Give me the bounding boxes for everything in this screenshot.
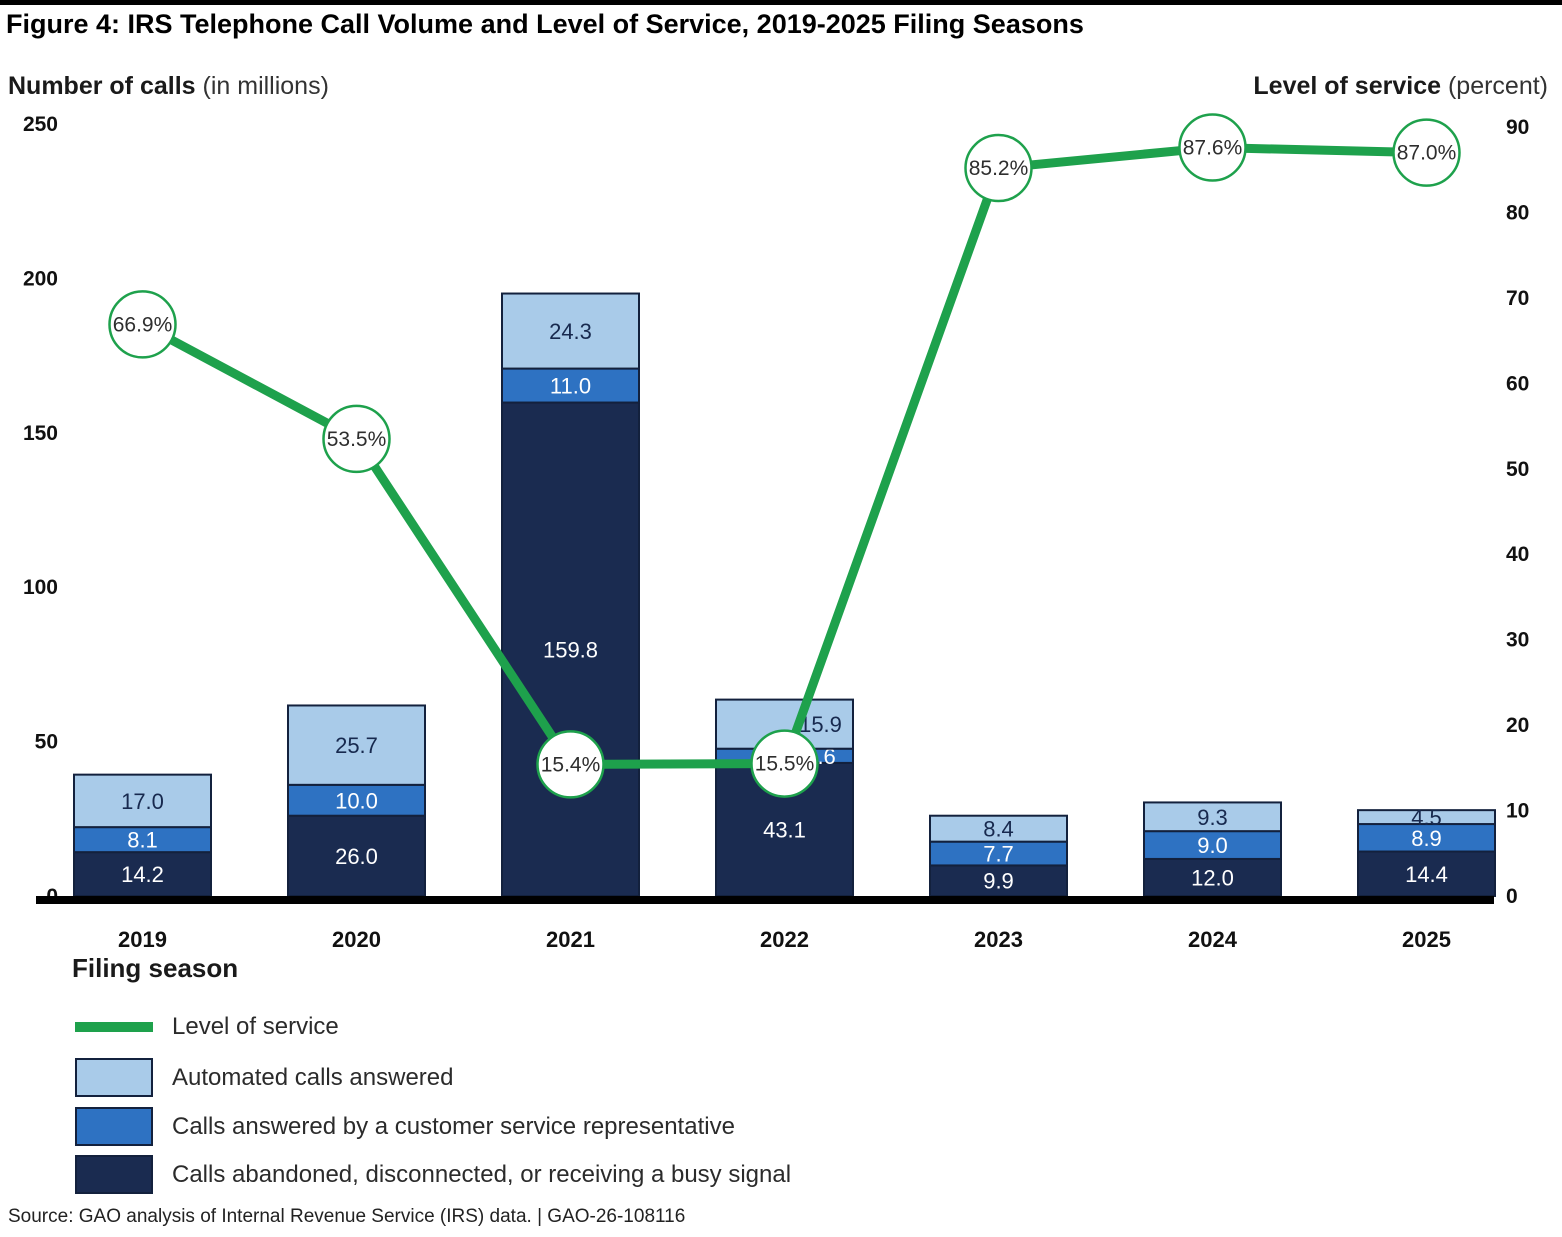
x-tick-2025: 2025 [1402,927,1451,952]
legend-label-level-of-service: Level of service [172,1013,339,1040]
bar-label-2025-abandoned: 14.4 [1405,862,1448,887]
right-axis-tick-40: 40 [1506,543,1529,566]
x-tick-2024: 2024 [1188,927,1238,952]
bar-label-2024-csr: 9.0 [1197,833,1228,858]
bar-segment-2019-abandoned [73,851,212,897]
legend-swatch-abandoned [75,1155,153,1194]
right-axis-tick-70: 70 [1506,287,1529,310]
los-marker-2021 [536,730,605,799]
left-axis-title-units: (in millions) [195,72,329,100]
bar-label-2021-automated: 24.3 [549,319,592,344]
los-label-2022: 15.5% [755,753,815,776]
legend-label-automated: Automated calls answered [172,1063,454,1091]
bar-segment-2019-csr [73,826,212,854]
bar-segment-2021-csr [501,367,640,404]
left-axis-title-bold: Number of calls [8,72,196,100]
figure-title: Figure 4: IRS Telephone Call Volume and … [6,9,1084,39]
bar-label-2019-abandoned: 14.2 [121,862,164,887]
legend-swatch-csr [75,1107,153,1146]
bar-label-2019-automated: 17.0 [121,789,164,814]
x-axis-line [36,896,1494,904]
bar-segment-2023-abandoned [929,864,1068,897]
bar-label-2022-abandoned: 43.1 [763,817,806,842]
left-axis-tick-150: 150 [23,422,58,445]
bar-segment-2023-automated [929,814,1068,843]
bar-segment-2024-automated [1143,801,1282,833]
bar-segment-2020-automated [287,704,426,786]
top-rule [0,0,1562,5]
bar-label-2023-abandoned: 9.9 [983,869,1014,894]
left-axis-tick-50: 50 [35,731,58,754]
right-axis-title-bold: Level of service [1253,72,1442,100]
bar-segment-2019-automated [73,773,212,829]
left-axis-tick-100: 100 [23,576,58,599]
bar-segment-2021-abandoned [501,401,640,897]
bar-segment-2020-csr [287,783,426,817]
los-label-2025: 87.0% [1397,142,1457,165]
bar-segment-2025-automated [1357,809,1496,826]
los-label-2021: 15.4% [541,753,601,776]
legend-item-abandoned: Calls abandoned, disconnected, or receiv… [75,1155,791,1194]
bar-segment-2020-abandoned [287,814,426,897]
right-axis-title-units: (percent) [1441,72,1548,100]
right-axis-tick-50: 50 [1506,458,1529,481]
right-axis-tick-20: 20 [1506,714,1529,737]
source-note: Source: GAO analysis of Internal Revenue… [8,1206,686,1227]
right-axis-tick-30: 30 [1506,629,1529,652]
legend-item-csr: Calls answered by a customer service rep… [75,1107,735,1146]
bar-label-2023-automated: 8.4 [983,817,1014,842]
legend-item-level-of-service: Level of service [75,1013,339,1040]
bar-segment-2024-abandoned [1143,857,1282,897]
los-label-2020: 53.5% [327,428,387,451]
bar-label-2021-abandoned: 159.8 [543,637,598,662]
x-tick-2020: 2020 [332,927,381,952]
los-marker-2024 [1178,113,1247,182]
bar-label-2025-automated: 4.5 [1411,805,1442,830]
bar-label-2021-csr: 11.0 [550,374,591,399]
right-axis-title: Level of service (percent) [1253,72,1548,101]
legend-swatch-automated [75,1058,153,1097]
legend-label-csr: Calls answered by a customer service rep… [172,1112,735,1140]
bar-label-2020-abandoned: 26.0 [335,844,378,869]
left-axis-title: Number of calls (in millions) [8,72,329,101]
legend-item-automated: Automated calls answered [75,1058,453,1097]
bar-label-2023-csr: 7.7 [983,842,1014,867]
los-marker-2022 [750,729,819,798]
los-marker-2025 [1392,118,1461,187]
right-axis-tick-80: 80 [1506,201,1529,224]
los-marker-2020 [322,404,391,474]
right-axis-tick-0: 0 [1506,885,1518,908]
right-axis-tick-10: 10 [1506,800,1529,823]
left-axis-tick-200: 200 [23,267,58,290]
bar-label-2025-csr: 8.9 [1411,826,1442,851]
x-tick-2021: 2021 [546,927,595,952]
x-tick-2022: 2022 [760,927,809,952]
left-axis-tick-250: 250 [23,113,58,136]
bar-segment-2025-abandoned [1357,850,1496,897]
bar-label-2020-csr: 10.0 [335,788,378,813]
los-label-2023: 85.2% [969,157,1029,180]
bar-label-2024-automated: 9.3 [1197,805,1228,830]
bar-label-2024-abandoned: 12.0 [1191,865,1234,890]
right-axis-tick-90: 90 [1506,116,1529,139]
bar-segment-2025-csr [1357,823,1496,853]
right-axis-tick-60: 60 [1506,372,1529,395]
x-tick-2023: 2023 [974,927,1023,952]
bar-segment-2021-automated [501,292,640,370]
x-axis-title: Filing season [72,953,239,983]
los-label-2024: 87.6% [1183,137,1243,160]
legend-swatch-level-of-service [75,1022,153,1032]
los-marker-2023 [964,133,1033,203]
bar-label-2019-csr: 8.1 [127,828,158,853]
combo-chart: 050100150200250010203040506070809014.28.… [23,113,1529,952]
x-tick-2019: 2019 [118,927,167,952]
bar-label-2020-automated: 25.7 [335,733,378,758]
los-label-2019: 66.9% [113,313,173,336]
legend-label-abandoned: Calls abandoned, disconnected, or receiv… [172,1160,792,1188]
los-marker-2019 [108,290,177,359]
